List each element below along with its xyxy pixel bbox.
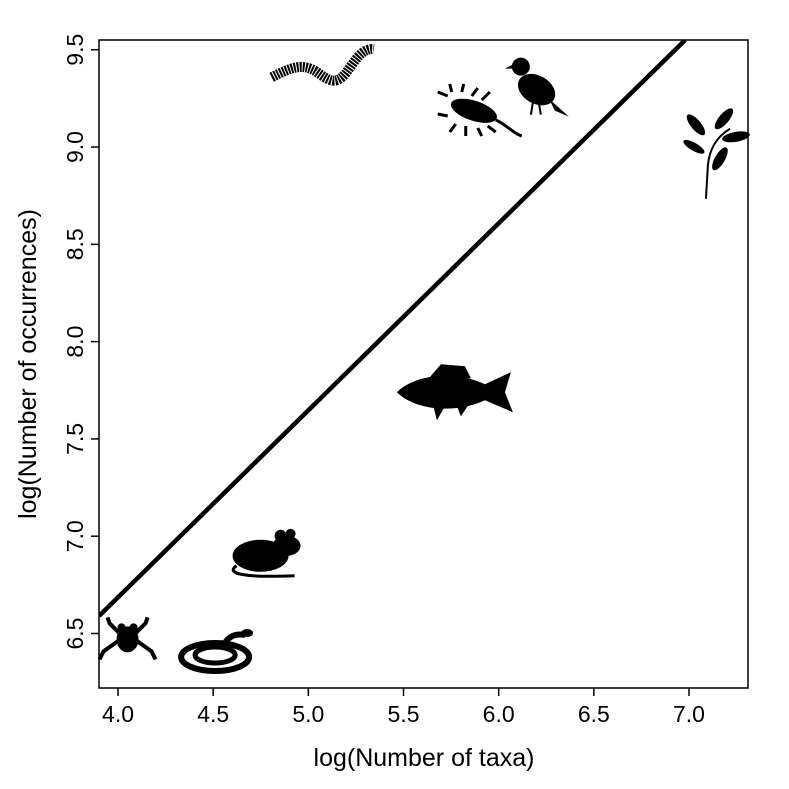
x-axis-label: log(Number of taxa)	[314, 744, 535, 772]
point	[437, 83, 523, 138]
x-tick-label: 6.5	[578, 701, 610, 727]
point	[231, 528, 301, 578]
y-tick-label: 6.5	[62, 618, 88, 650]
y-tick-label: 7.0	[62, 520, 88, 552]
x-tick-label: 5.0	[292, 701, 324, 727]
point-shape	[511, 57, 530, 76]
point-shape	[178, 640, 253, 675]
point-shape	[548, 98, 569, 117]
point-shape	[396, 372, 513, 413]
point-shape	[683, 139, 705, 154]
y-tick-label: 8.0	[62, 326, 88, 358]
point-shape	[450, 98, 497, 123]
y-tick-label: 8.5	[62, 228, 88, 260]
point-shape	[269, 44, 375, 86]
point-shape	[117, 623, 126, 632]
point-shape	[428, 364, 471, 421]
x-tick-label: 6.0	[483, 701, 515, 727]
point	[269, 44, 375, 86]
x-tick-label: 4.5	[197, 701, 229, 727]
point-shape	[97, 616, 158, 661]
point-shape	[274, 529, 287, 542]
point-shape	[437, 83, 523, 138]
y-tick-label: 9.0	[62, 131, 88, 163]
point-shape	[712, 147, 728, 171]
point-shape	[192, 644, 238, 666]
point	[178, 629, 254, 675]
point-shape	[722, 131, 750, 143]
x-tick-label: 4.0	[102, 701, 134, 727]
point	[97, 616, 158, 661]
trend-line	[99, 40, 687, 618]
point-shape	[704, 127, 731, 199]
y-axis-label: log(Number of occurrences)	[14, 209, 42, 519]
y-tick-label: 7.5	[62, 423, 88, 455]
point-shape	[714, 108, 734, 130]
point	[504, 57, 569, 117]
point-shape	[241, 629, 254, 638]
y-tick-label: 9.5	[62, 34, 88, 66]
point-shape	[529, 102, 542, 115]
x-tick-label: 5.5	[388, 701, 420, 727]
plot-frame	[98, 39, 749, 689]
point-shape	[285, 528, 296, 539]
point-shape	[116, 626, 139, 653]
x-tick-label: 7.0	[673, 701, 705, 727]
point-shape	[129, 623, 138, 632]
point-shape	[231, 564, 295, 578]
point	[396, 364, 513, 421]
point-shape	[686, 114, 706, 136]
point	[683, 108, 750, 199]
point-shape	[517, 73, 556, 106]
point-shape	[504, 64, 513, 69]
